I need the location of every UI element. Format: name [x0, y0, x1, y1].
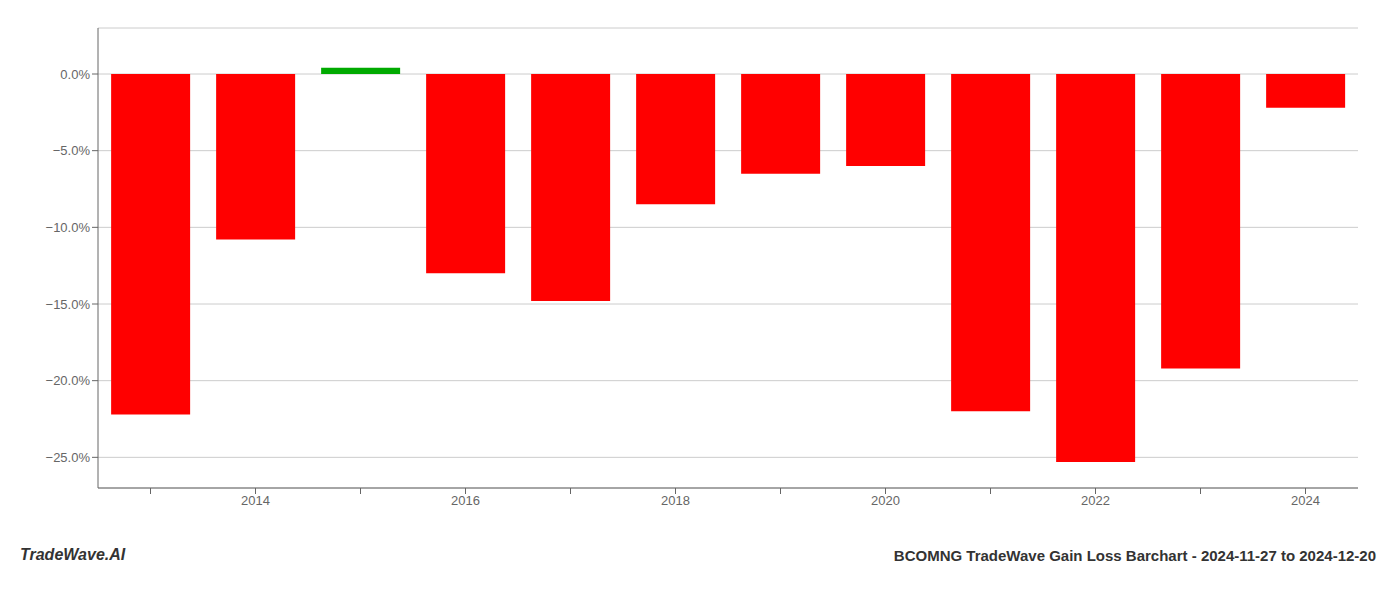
svg-text:−10.0%: −10.0% [46, 220, 91, 235]
svg-text:0.0%: 0.0% [60, 67, 90, 82]
svg-text:−5.0%: −5.0% [53, 143, 91, 158]
svg-text:2018: 2018 [661, 493, 690, 508]
svg-text:−25.0%: −25.0% [46, 450, 91, 465]
svg-text:2024: 2024 [1291, 493, 1320, 508]
svg-text:−15.0%: −15.0% [46, 297, 91, 312]
html-text:BCOMNG TradeWave Gain Loss Bar: BCOMNG TradeWave Gain Loss Barchart - 20… [893, 547, 1376, 564]
svg-text:2022: 2022 [1081, 493, 1110, 508]
html-text:TradeWave.AI: TradeWave.AI [20, 546, 126, 563]
svg-text:−20.0%: −20.0% [46, 373, 91, 388]
svg-text:2014: 2014 [241, 493, 270, 508]
svg-text:2020: 2020 [871, 493, 900, 508]
svg-text:2016: 2016 [451, 493, 480, 508]
